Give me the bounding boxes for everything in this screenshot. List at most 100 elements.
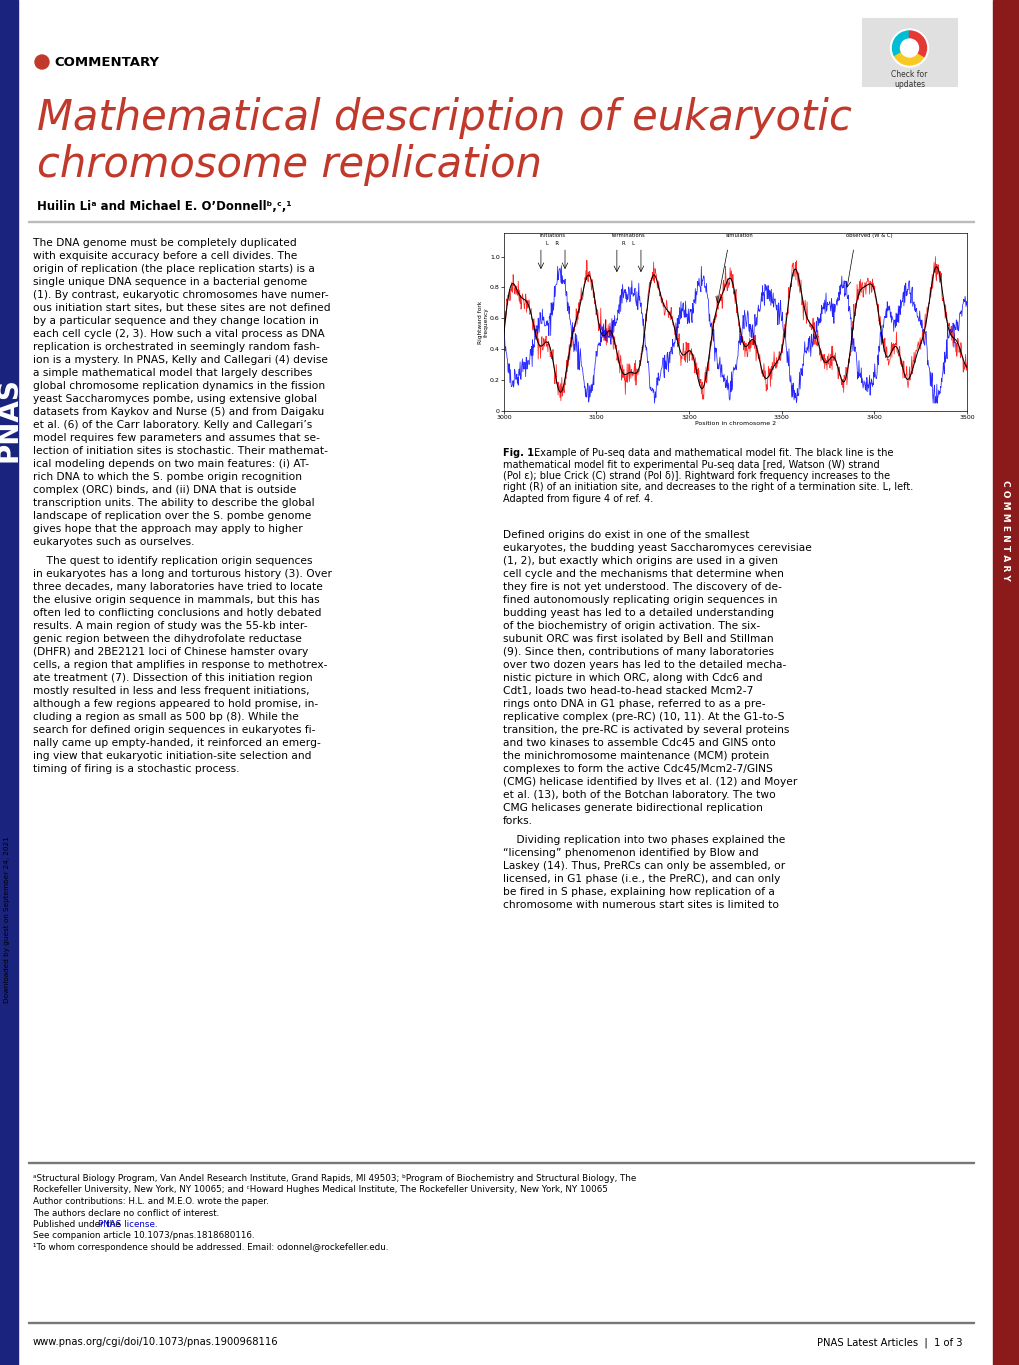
- Text: complexes to form the active Cdc45/Mcm2-7/GINS: complexes to form the active Cdc45/Mcm2-…: [502, 764, 772, 774]
- Bar: [861, 18, 956, 86]
- Text: datasets from Kaykov and Nurse (5) and from Daigaku: datasets from Kaykov and Nurse (5) and f…: [33, 407, 324, 416]
- Text: “licensing” phenomenon identified by Blow and: “licensing” phenomenon identified by Blo…: [502, 848, 758, 859]
- Text: (9). Since then, contributions of many laboratories: (9). Since then, contributions of many l…: [502, 647, 773, 657]
- Text: be fired in S phase, explaining how replication of a: be fired in S phase, explaining how repl…: [502, 887, 774, 897]
- Text: although a few regions appeared to hold promise, in-: although a few regions appeared to hold …: [33, 699, 318, 708]
- Text: chromosome with numerous start sites is limited to: chromosome with numerous start sites is …: [502, 900, 779, 910]
- Circle shape: [890, 29, 927, 67]
- Text: Defined origins do exist in one of the smallest: Defined origins do exist in one of the s…: [502, 530, 749, 541]
- Text: Huilin Liᵃ and Michael E. O’Donnellᵇ,ᶜ,¹: Huilin Liᵃ and Michael E. O’Donnellᵇ,ᶜ,¹: [37, 199, 291, 213]
- Text: results. A main region of study was the 55-kb inter-: results. A main region of study was the …: [33, 621, 308, 631]
- Text: a simple mathematical model that largely describes: a simple mathematical model that largely…: [33, 369, 312, 378]
- Text: ing view that eukaryotic initiation-site selection and: ing view that eukaryotic initiation-site…: [33, 751, 311, 762]
- Text: model requires few parameters and assumes that se-: model requires few parameters and assume…: [33, 433, 320, 444]
- Text: lection of initiation sites is stochastic. Their mathemat-: lection of initiation sites is stochasti…: [33, 446, 328, 456]
- Text: chromosome replication: chromosome replication: [37, 143, 541, 186]
- Text: Rockefeller University, New York, NY 10065; and ᶜHoward Hughes Medical Institute: Rockefeller University, New York, NY 100…: [33, 1185, 607, 1194]
- Text: PNAS license.: PNAS license.: [98, 1220, 157, 1228]
- Text: Check for
updates: Check for updates: [891, 70, 926, 89]
- Text: CMG helicases generate bidirectional replication: CMG helicases generate bidirectional rep…: [502, 803, 762, 814]
- Text: nally came up empty-handed, it reinforced an emerg-: nally came up empty-handed, it reinforce…: [33, 738, 321, 748]
- Text: Author contributions: H.L. and M.E.O. wrote the paper.: Author contributions: H.L. and M.E.O. wr…: [33, 1197, 268, 1207]
- Text: COMMENTARY: COMMENTARY: [54, 56, 159, 68]
- Text: ate treatment (7). Dissection of this initiation region: ate treatment (7). Dissection of this in…: [33, 673, 312, 682]
- Text: the minichromosome maintenance (MCM) protein: the minichromosome maintenance (MCM) pro…: [502, 751, 768, 762]
- Wedge shape: [894, 48, 923, 66]
- Text: yeast Saccharomyces pombe, using extensive global: yeast Saccharomyces pombe, using extensi…: [33, 394, 317, 404]
- Text: Fig. 1.: Fig. 1.: [502, 448, 537, 459]
- Text: mathematical model fit to experimental Pu-seq data [red, Watson (W) strand: mathematical model fit to experimental P…: [502, 460, 878, 470]
- Text: ous initiation start sites, but these sites are not defined: ous initiation start sites, but these si…: [33, 303, 330, 313]
- Text: transcription units. The ability to describe the global: transcription units. The ability to desc…: [33, 498, 314, 508]
- Text: The quest to identify replication origin sequences: The quest to identify replication origin…: [33, 556, 312, 566]
- Text: (Pol ε); blue Crick (C) strand (Pol δ)]. Rightward fork frequency increases to t: (Pol ε); blue Crick (C) strand (Pol δ)].…: [502, 471, 890, 480]
- Text: L    R: L R: [546, 240, 558, 246]
- Text: replicative complex (pre-RC) (10, 11). At the G1-to-S: replicative complex (pre-RC) (10, 11). A…: [502, 713, 784, 722]
- Text: subunit ORC was first isolated by Bell and Stillman: subunit ORC was first isolated by Bell a…: [502, 633, 772, 644]
- Text: single unique DNA sequence in a bacterial genome: single unique DNA sequence in a bacteria…: [33, 277, 307, 287]
- Text: simulation: simulation: [726, 233, 753, 238]
- Text: PNAS: PNAS: [0, 378, 23, 463]
- Text: initiations: initiations: [539, 233, 566, 238]
- Text: Published under the: Published under the: [33, 1220, 123, 1228]
- Text: terminations: terminations: [611, 233, 645, 238]
- Text: ᵃStructural Biology Program, Van Andel Research Institute, Grand Rapids, MI 4950: ᵃStructural Biology Program, Van Andel R…: [33, 1174, 636, 1183]
- Text: www.pnas.org/cgi/doi/10.1073/pnas.1900968116: www.pnas.org/cgi/doi/10.1073/pnas.190096…: [33, 1336, 278, 1347]
- Text: Adapted from figure 4 of ref. 4.: Adapted from figure 4 of ref. 4.: [502, 494, 652, 504]
- Text: origin of replication (the place replication starts) is a: origin of replication (the place replica…: [33, 263, 315, 274]
- Text: Downloaded by guest on September 24, 2021: Downloaded by guest on September 24, 202…: [4, 837, 10, 1003]
- Text: the elusive origin sequence in mammals, but this has: the elusive origin sequence in mammals, …: [33, 595, 319, 605]
- Text: (DHFR) and 2BE2121 loci of Chinese hamster ovary: (DHFR) and 2BE2121 loci of Chinese hamst…: [33, 647, 308, 657]
- Y-axis label: Rightward fork
frequency: Rightward fork frequency: [477, 300, 488, 344]
- Text: transition, the pre-RC is activated by several proteins: transition, the pre-RC is activated by s…: [502, 725, 789, 734]
- Text: in eukaryotes has a long and torturous history (3). Over: in eukaryotes has a long and torturous h…: [33, 569, 331, 579]
- Text: Dividing replication into two phases explained the: Dividing replication into two phases exp…: [502, 835, 785, 845]
- Text: The DNA genome must be completely duplicated: The DNA genome must be completely duplic…: [33, 238, 297, 248]
- Bar: [993, 0, 1019, 1365]
- Circle shape: [35, 55, 49, 70]
- Text: nistic picture in which ORC, along with Cdc6 and: nistic picture in which ORC, along with …: [502, 673, 762, 682]
- Text: R    L: R L: [622, 240, 635, 246]
- Text: PNAS Latest Articles  |  1 of 3: PNAS Latest Articles | 1 of 3: [816, 1336, 962, 1347]
- Text: mostly resulted in less and less frequent initiations,: mostly resulted in less and less frequen…: [33, 687, 309, 696]
- Text: with exquisite accuracy before a cell divides. The: with exquisite accuracy before a cell di…: [33, 251, 298, 261]
- Text: observed (W & C): observed (W & C): [846, 233, 893, 238]
- Text: cells, a region that amplifies in response to methotrex-: cells, a region that amplifies in respon…: [33, 661, 327, 670]
- Text: (CMG) helicase identified by Ilves et al. (12) and Moyer: (CMG) helicase identified by Ilves et al…: [502, 777, 797, 788]
- Text: global chromosome replication dynamics in the fission: global chromosome replication dynamics i…: [33, 381, 325, 390]
- Bar: [0, 0, 18, 1365]
- Text: gives hope that the approach may apply to higher: gives hope that the approach may apply t…: [33, 524, 303, 534]
- Text: eukaryotes such as ourselves.: eukaryotes such as ourselves.: [33, 536, 195, 547]
- Text: Cdt1, loads two head-to-head stacked Mcm2-7: Cdt1, loads two head-to-head stacked Mcm…: [502, 687, 753, 696]
- Text: et al. (6) of the Carr laboratory. Kelly and Callegari’s: et al. (6) of the Carr laboratory. Kelly…: [33, 420, 312, 430]
- Text: The authors declare no conflict of interest.: The authors declare no conflict of inter…: [33, 1208, 219, 1218]
- Text: over two dozen years has led to the detailed mecha-: over two dozen years has led to the deta…: [502, 661, 786, 670]
- Text: et al. (13), both of the Botchan laboratory. The two: et al. (13), both of the Botchan laborat…: [502, 790, 775, 800]
- Text: See companion article 10.1073/pnas.1818680116.: See companion article 10.1073/pnas.18186…: [33, 1231, 255, 1241]
- Text: cell cycle and the mechanisms that determine when: cell cycle and the mechanisms that deter…: [502, 569, 784, 579]
- Text: they fire is not yet understood. The discovery of de-: they fire is not yet understood. The dis…: [502, 581, 782, 592]
- Text: and two kinases to assemble Cdc45 and GINS onto: and two kinases to assemble Cdc45 and GI…: [502, 738, 775, 748]
- Text: (1, 2), but exactly which origins are used in a given: (1, 2), but exactly which origins are us…: [502, 556, 777, 566]
- Text: three decades, many laboratories have tried to locate: three decades, many laboratories have tr…: [33, 581, 323, 592]
- Text: by a particular sequence and they change location in: by a particular sequence and they change…: [33, 317, 319, 326]
- Text: Mathematical description of eukaryotic: Mathematical description of eukaryotic: [37, 97, 851, 139]
- Text: Example of Pu-seq data and mathematical model fit. The black line is the: Example of Pu-seq data and mathematical …: [531, 448, 893, 459]
- Wedge shape: [892, 31, 909, 56]
- Text: rings onto DNA in G1 phase, referred to as a pre-: rings onto DNA in G1 phase, referred to …: [502, 699, 765, 708]
- Text: each cell cycle (2, 3). How such a vital process as DNA: each cell cycle (2, 3). How such a vital…: [33, 329, 324, 339]
- Text: genic region between the dihydrofolate reductase: genic region between the dihydrofolate r…: [33, 633, 302, 644]
- Text: C O M M E N T A R Y: C O M M E N T A R Y: [1001, 479, 1010, 580]
- Text: often led to conflicting conclusions and hotly debated: often led to conflicting conclusions and…: [33, 607, 321, 618]
- Text: of the biochemistry of origin activation. The six-: of the biochemistry of origin activation…: [502, 621, 759, 631]
- Text: timing of firing is a stochastic process.: timing of firing is a stochastic process…: [33, 764, 239, 774]
- Text: (1). By contrast, eukaryotic chromosomes have numer-: (1). By contrast, eukaryotic chromosomes…: [33, 289, 328, 300]
- Text: landscape of replication over the S. pombe genome: landscape of replication over the S. pom…: [33, 511, 311, 521]
- Text: search for defined origin sequences in eukaryotes fi-: search for defined origin sequences in e…: [33, 725, 315, 734]
- Text: ical modeling depends on two main features: (i) AT-: ical modeling depends on two main featur…: [33, 459, 309, 470]
- Text: licensed, in G1 phase (i.e., the PreRC), and can only: licensed, in G1 phase (i.e., the PreRC),…: [502, 874, 780, 885]
- Text: forks.: forks.: [502, 816, 533, 826]
- Text: replication is orchestrated in seemingly random fash-: replication is orchestrated in seemingly…: [33, 343, 320, 352]
- Text: Laskey (14). Thus, PreRCs can only be assembled, or: Laskey (14). Thus, PreRCs can only be as…: [502, 861, 785, 871]
- Text: budding yeast has led to a detailed understanding: budding yeast has led to a detailed unde…: [502, 607, 773, 618]
